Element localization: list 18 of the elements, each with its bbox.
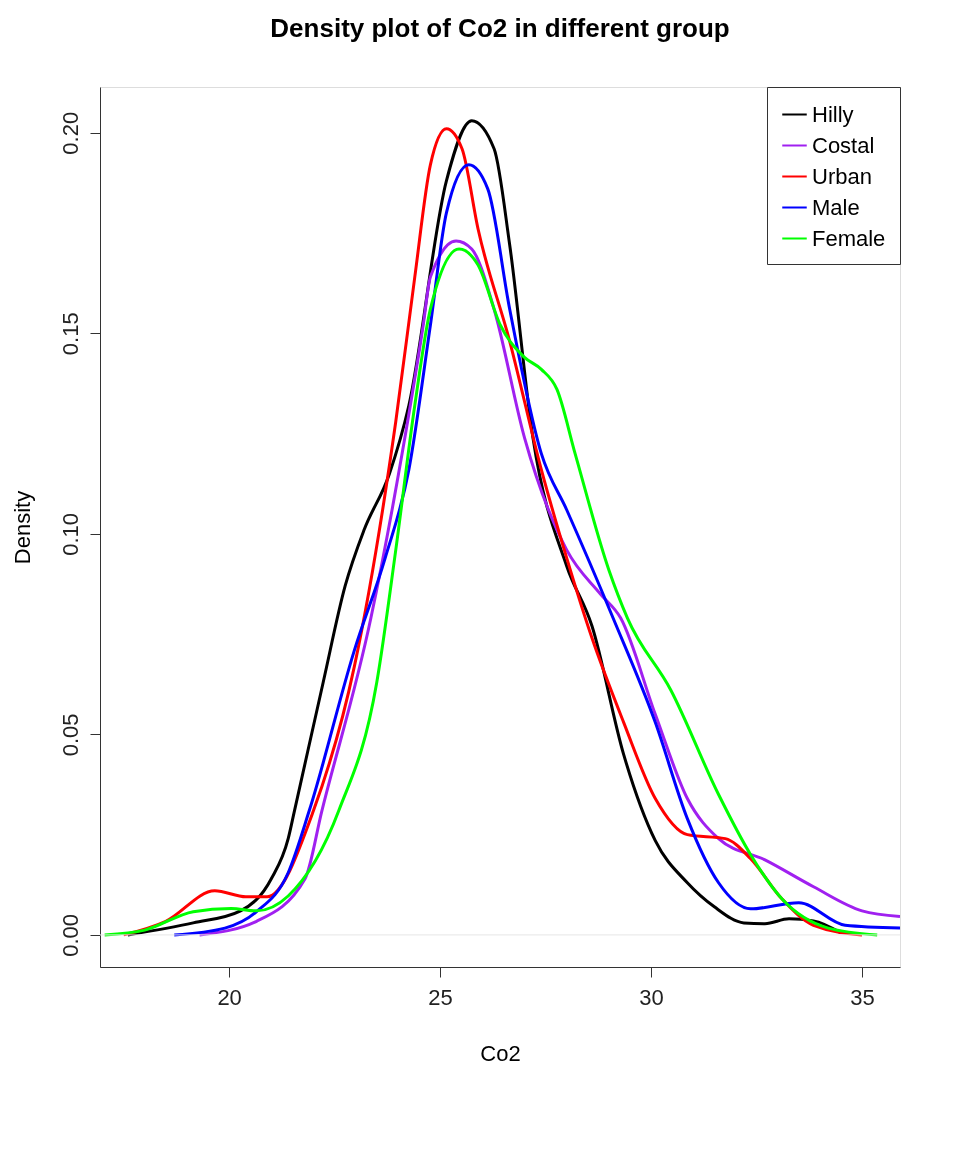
x-tick-label: 20 <box>217 984 242 1010</box>
y-tick-label: 0.05 <box>57 713 83 757</box>
legend-label: Hilly <box>812 101 854 127</box>
legend-label: Female <box>812 225 886 251</box>
x-tick-label: 30 <box>639 984 664 1010</box>
legend-label: Urban <box>812 163 872 189</box>
chart-title: Density plot of Co2 in different group <box>270 12 730 43</box>
x-axis-title: Co2 <box>480 1040 521 1066</box>
y-tick-label: 0.20 <box>57 111 83 155</box>
x-tick-label: 25 <box>428 984 453 1010</box>
legend-label: Male <box>812 194 860 220</box>
y-axis-title: Density <box>9 490 35 565</box>
y-tick-label: 0.15 <box>57 312 83 356</box>
y-tick-label: 0.10 <box>57 512 83 556</box>
legend-label: Costal <box>812 132 875 158</box>
y-tick-label: 0.00 <box>57 914 83 957</box>
x-tick-label: 35 <box>850 984 875 1010</box>
line-series <box>103 247 879 937</box>
